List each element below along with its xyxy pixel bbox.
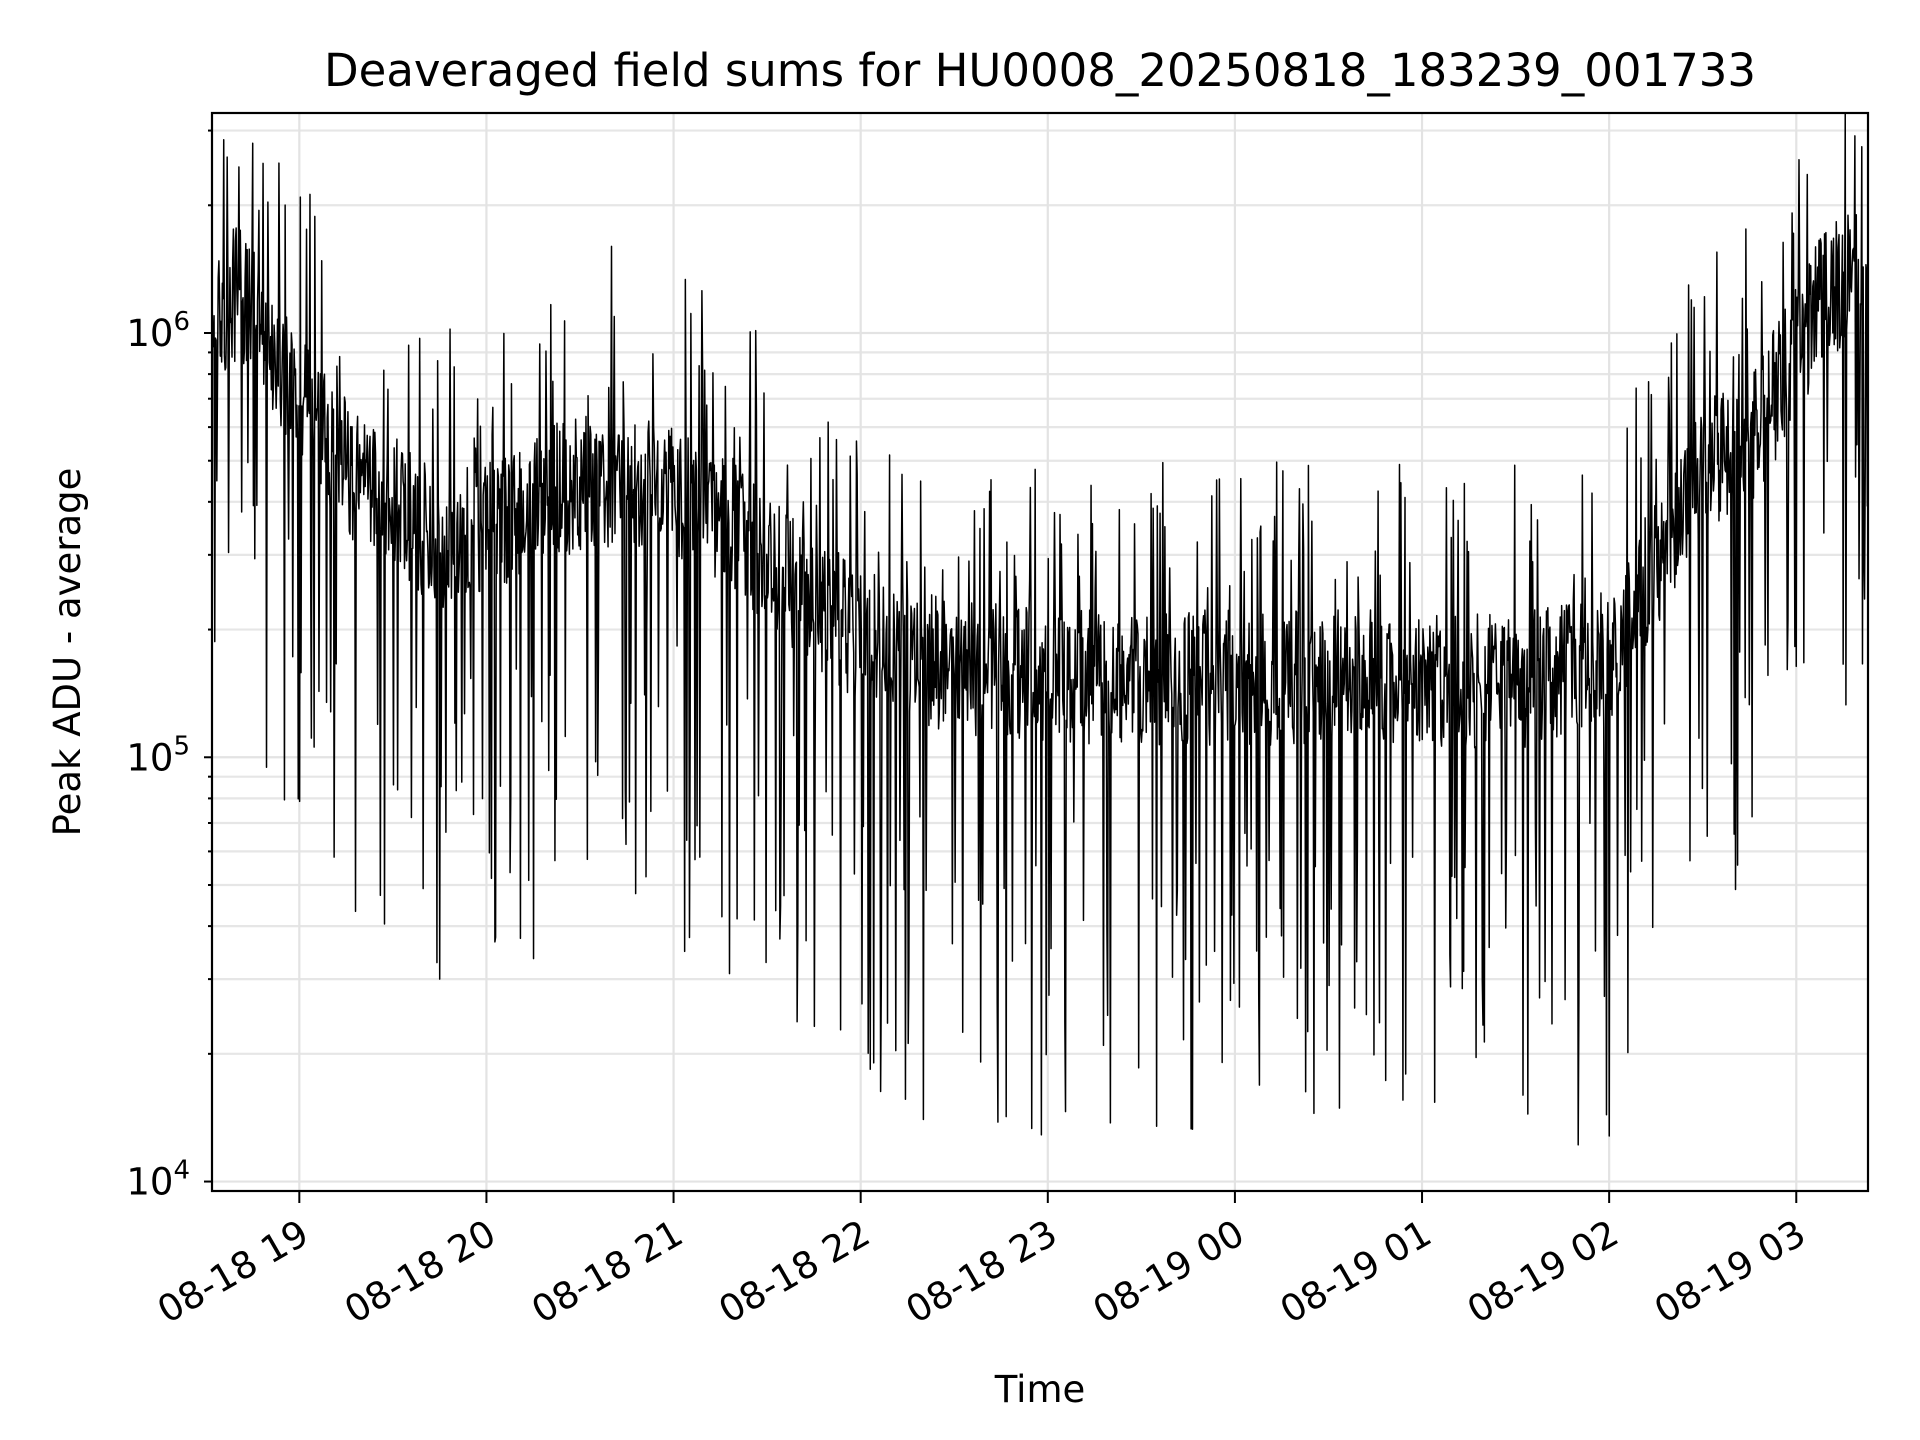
plot-frame (210, 111, 1870, 1193)
y-tick-label: 106 (126, 307, 190, 355)
y-tick-base: 10 (126, 312, 173, 355)
trace-group (211, 112, 1869, 1146)
y-tick-exponent: 5 (173, 731, 190, 761)
y-tick-exponent: 6 (173, 307, 190, 337)
x-axis-label: Time (994, 1368, 1086, 1411)
y-tick-exponent: 4 (173, 1156, 190, 1186)
y-tick-label: 105 (126, 731, 190, 779)
y-tick-base: 10 (126, 1161, 173, 1204)
y-tick-label: 104 (126, 1156, 190, 1204)
chart-title: Deaveraged field sums for HU0008_2025081… (324, 44, 1756, 97)
y-axis-label: Peak ADU - average (46, 468, 89, 837)
y-tick-base: 10 (126, 736, 173, 779)
series-line (211, 112, 1869, 1146)
